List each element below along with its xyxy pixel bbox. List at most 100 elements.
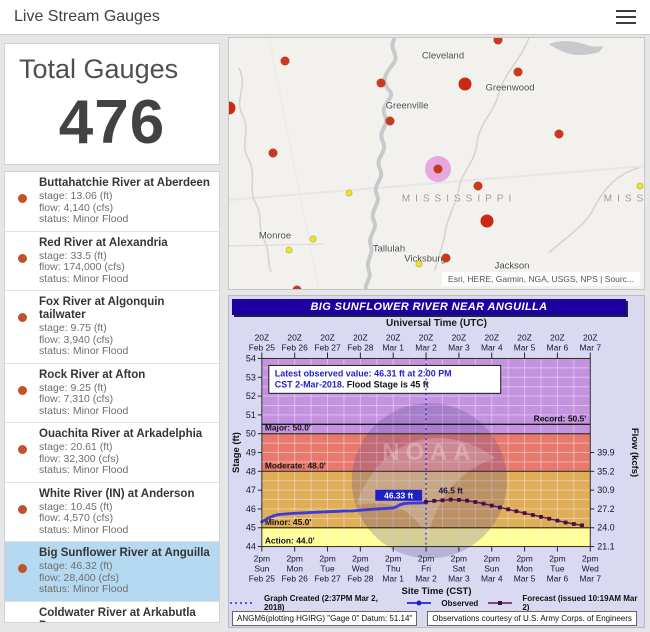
- bottom-axis-title: Site Time (CST): [401, 586, 472, 597]
- gauge-list-item[interactable]: White River (IN) at Anderson stage: 10.45…: [5, 483, 219, 542]
- gauge-marker[interactable]: [554, 129, 564, 139]
- chart-title-banner: BIG SUNFLOWER RIVER NEAR ANGUILLA: [232, 299, 626, 315]
- gauge-list-item[interactable]: Coldwater River at Arkabutla Damstage: 2…: [5, 602, 219, 622]
- gauge-flow: flow: 28,400 (cfs): [39, 571, 119, 584]
- gage-datum-note: ANGM6(plotting HGIRG) "Gage 0" Datum: 51…: [232, 611, 418, 626]
- svg-text:Mar 7: Mar 7: [579, 343, 601, 353]
- gauge-flow: flow: 7,310 (cfs): [39, 393, 114, 405]
- gauge-marker[interactable]: [285, 246, 293, 254]
- svg-text:Feb 27: Feb 27: [314, 573, 341, 583]
- gauge-flow: flow: 174,000 (cfs): [39, 261, 125, 273]
- gauge-marker[interactable]: [268, 148, 278, 158]
- svg-text:46: 46: [246, 504, 256, 514]
- dotted-legend-symbol: [229, 599, 255, 607]
- gauge-marker[interactable]: [292, 285, 302, 289]
- gauge-marker[interactable]: [458, 77, 472, 91]
- latest-observed-box: [268, 364, 502, 394]
- svg-text:20Z: 20Z: [484, 333, 499, 343]
- svg-text:20Z: 20Z: [583, 333, 598, 343]
- svg-text:Tue: Tue: [320, 563, 335, 573]
- svg-text:53: 53: [246, 372, 256, 382]
- observed-value-label: 46.33 ft: [384, 490, 413, 500]
- svg-text:Sun: Sun: [484, 563, 499, 573]
- svg-text:Mar 2: Mar 2: [415, 343, 437, 353]
- city-label: Monroe: [258, 230, 292, 242]
- gauge-marker[interactable]: [636, 182, 644, 190]
- observed-legend-symbol: [406, 599, 432, 607]
- svg-text:20Z: 20Z: [255, 333, 270, 343]
- gauge-marker[interactable]: [493, 38, 503, 45]
- gauge-stage: stage: 10.45 (ft): [39, 500, 113, 513]
- app-header: Live Stream Gauges: [0, 0, 650, 35]
- gauge-name: Rock River at Afton: [39, 368, 146, 381]
- svg-text:2pm: 2pm: [385, 554, 401, 564]
- state-label: MISSISSIPPI: [603, 193, 644, 205]
- gauge-marker[interactable]: [345, 189, 353, 197]
- gauge-stage: stage: 13.06 (ft): [39, 190, 113, 202]
- gauge-list-item[interactable]: Ouachita River at Arkadelphia stage: 20.6…: [5, 423, 219, 483]
- svg-text:21.1: 21.1: [597, 542, 614, 552]
- hydrograph-chart: NOAA Record: 50.5' Major: 50.0' Moderate: 4…: [231, 333, 640, 584]
- gauge-marker[interactable]: [415, 260, 423, 268]
- observations-credit: Observations courtesy of U.S. Army Corps…: [427, 611, 637, 626]
- svg-text:Record: 50.5': Record: 50.5': [534, 413, 587, 423]
- gauge-list-item[interactable]: Red River at Alexandria stage: 33.5 (ft) f…: [5, 232, 219, 291]
- gauge-status-dot: [18, 194, 27, 203]
- gauge-marker[interactable]: [309, 235, 317, 243]
- gauge-flow: flow: 3,940 (cfs): [39, 333, 114, 346]
- gauge-stage: stage: 46.32 (ft): [39, 560, 113, 572]
- svg-text:48: 48: [246, 466, 256, 476]
- svg-text:Mar 1: Mar 1: [382, 343, 404, 353]
- gauge-marker[interactable]: [385, 116, 395, 126]
- gauge-marker[interactable]: [229, 101, 236, 115]
- gauge-name: Buttahatchie River at Aberdeen: [39, 177, 210, 189]
- svg-text:Mar 7: Mar 7: [579, 573, 601, 583]
- svg-text:Latest observed value: 46.31 f: Latest observed value: 46.31 ft at 2:00 …: [275, 368, 452, 378]
- city-label: Jackson: [494, 260, 530, 272]
- svg-text:2pm: 2pm: [319, 554, 335, 564]
- svg-text:2pm: 2pm: [254, 554, 270, 564]
- gauge-marker[interactable]: [473, 181, 483, 191]
- gauge-list-item[interactable]: Buttahatchie River at Aberdeen stage: 13.…: [5, 172, 219, 232]
- svg-text:Feb 26: Feb 26: [282, 573, 309, 583]
- gauge-status: status: Minor Flood: [39, 272, 129, 285]
- svg-text:Tue: Tue: [550, 563, 565, 573]
- city-label: Vicksburg: [404, 253, 446, 265]
- gauge-list-item[interactable]: Big Sunflower River at Anguilla stage: 46…: [5, 542, 219, 602]
- gauge-flow: flow: 32,300 (cfs): [39, 452, 119, 465]
- page-title: Live Stream Gauges: [14, 8, 160, 25]
- gauge-flow: flow: 4,140 (cfs): [39, 201, 114, 214]
- svg-text:45: 45: [246, 523, 256, 533]
- content: Total Gauges 476 Buttahatchie River at A…: [0, 35, 650, 632]
- legend-label: Graph Created (2:37PM Mar 2, 2018): [264, 594, 378, 612]
- svg-text:27.2: 27.2: [597, 504, 614, 514]
- gauge-list-item[interactable]: Rock River at Afton stage: 9.25 (ft) flow:…: [5, 364, 219, 423]
- svg-text:NOAA: NOAA: [382, 439, 476, 466]
- gauge-marker[interactable]: [513, 67, 523, 77]
- gauge-list-item[interactable]: Fox River at Algonquin tailwater stage: 9…: [5, 291, 219, 364]
- svg-text:52: 52: [246, 391, 256, 401]
- map-attribution: Esri, HERE, Garmin, NGA, USGS, NPS | Sou…: [442, 272, 640, 286]
- svg-text:Mar 5: Mar 5: [514, 343, 536, 353]
- svg-text:20Z: 20Z: [419, 333, 434, 343]
- gauge-name: Big Sunflower River at Anguilla: [39, 547, 210, 559]
- svg-text:51: 51: [246, 410, 256, 420]
- gauge-status-dot: [18, 504, 27, 514]
- map-panel[interactable]: Cleveland Greenwood Greenville Monroe Tallul…: [228, 37, 645, 290]
- svg-text:Wed: Wed: [352, 563, 370, 573]
- svg-text:Sun: Sun: [254, 563, 269, 573]
- gauge-marker[interactable]: [441, 253, 451, 263]
- svg-text:2pm: 2pm: [418, 554, 434, 564]
- gauge-marker[interactable]: [376, 78, 386, 88]
- svg-text:Major: 50.0': Major: 50.0': [265, 423, 311, 433]
- selected-gauge-marker[interactable]: [425, 156, 451, 182]
- hamburger-menu-icon[interactable]: [616, 10, 636, 24]
- svg-text:Moderate: 48.0': Moderate: 48.0': [265, 460, 326, 470]
- gauge-marker[interactable]: [280, 56, 290, 66]
- gauge-flow: flow: 4,570 (cfs): [39, 512, 114, 524]
- main-area: Cleveland Greenwood Greenville Monroe Tallul…: [225, 35, 650, 632]
- svg-text:47: 47: [246, 485, 256, 495]
- gauge-marker[interactable]: [480, 214, 494, 228]
- svg-text:2pm: 2pm: [352, 554, 368, 564]
